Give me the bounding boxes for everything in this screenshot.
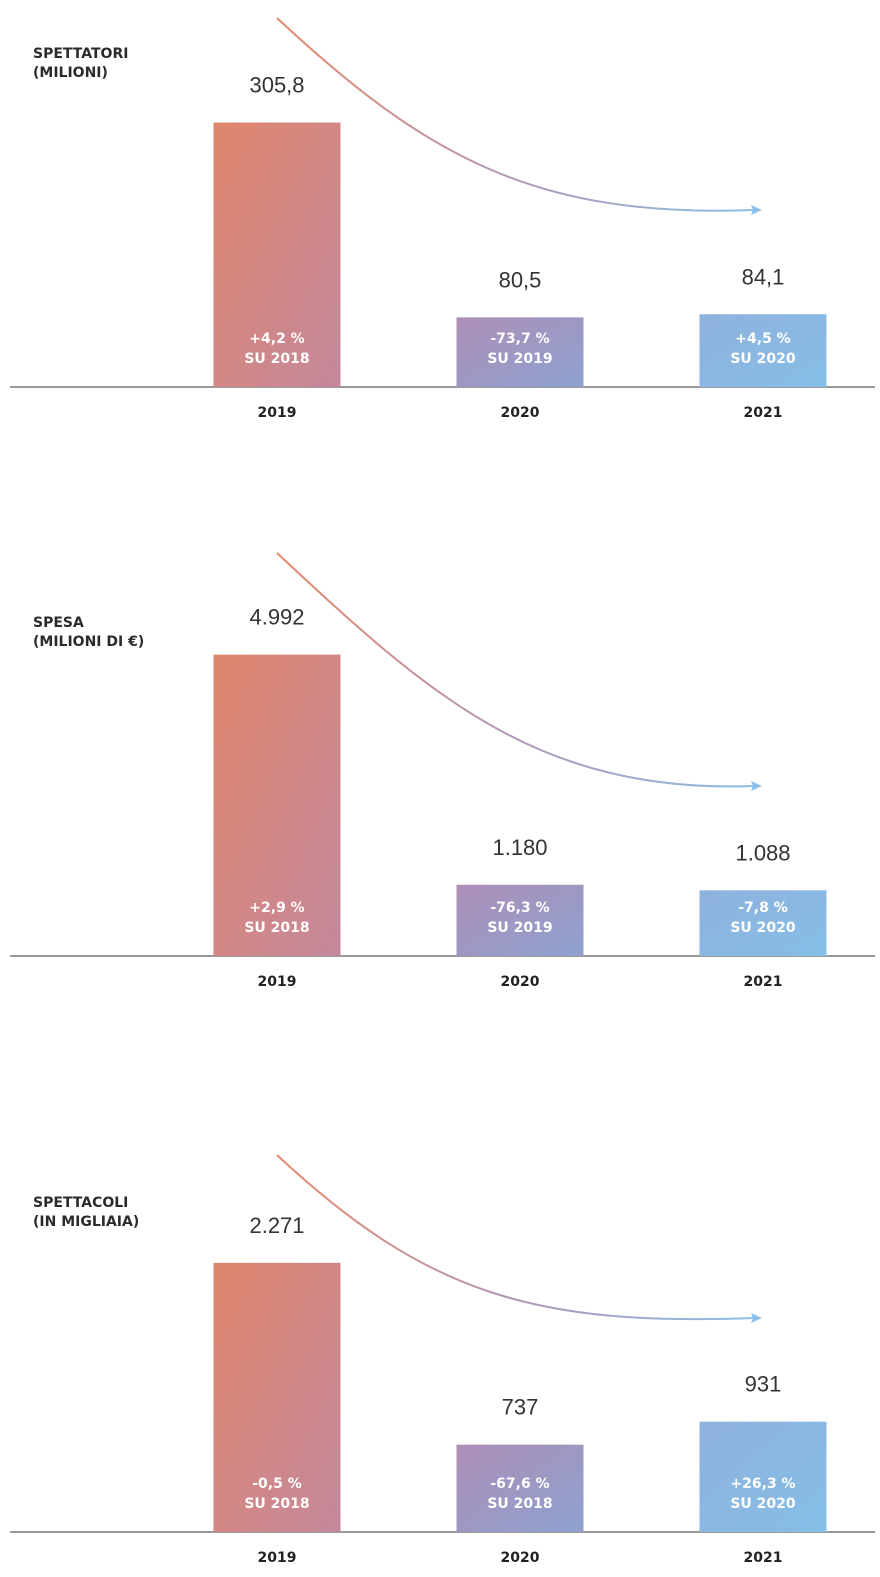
- change-label: +26,3 %: [730, 1476, 795, 1492]
- base-label: SU 2020: [730, 351, 796, 367]
- value-label: 80,5: [499, 267, 542, 292]
- base-label: SU 2018: [244, 920, 309, 936]
- x-tick-label: 2019: [258, 1550, 297, 1566]
- value-label: 84,1: [742, 264, 785, 289]
- change-label: -7,8 %: [738, 900, 788, 916]
- change-label: +4,5 %: [735, 331, 790, 347]
- value-label: 737: [502, 1395, 539, 1420]
- trend-arrow: [276, 552, 755, 788]
- value-label: 1.088: [735, 840, 790, 865]
- base-label: SU 2018: [487, 1496, 552, 1512]
- arrow-head: [751, 1313, 762, 1323]
- bar: [699, 1421, 827, 1532]
- base-label: SU 2020: [730, 1496, 796, 1512]
- base-label: SU 2018: [244, 1496, 309, 1512]
- x-tick-label: 2021: [744, 1550, 783, 1566]
- bar: [456, 1444, 584, 1532]
- bar: [213, 1262, 341, 1532]
- x-tick-label: 2020: [501, 974, 540, 990]
- bar: [699, 890, 827, 956]
- chart-title: SPETTATORI: [33, 46, 128, 62]
- x-tick-label: 2021: [744, 405, 783, 421]
- value-label: 4.992: [249, 605, 304, 630]
- value-label: 305,8: [249, 73, 304, 98]
- value-label: 2.271: [249, 1213, 304, 1238]
- x-tick-label: 2021: [744, 974, 783, 990]
- chart-title: (IN MIGLIAIA): [33, 1214, 139, 1230]
- bar: [213, 122, 341, 387]
- chart-title: SPETTACOLI: [33, 1195, 128, 1211]
- chart-title: (MILIONI DI €): [33, 634, 144, 650]
- x-tick-label: 2019: [258, 974, 297, 990]
- base-label: SU 2019: [487, 351, 552, 367]
- bar: [456, 884, 584, 956]
- base-label: SU 2018: [244, 351, 309, 367]
- value-label: 1.180: [492, 835, 547, 860]
- base-label: SU 2019: [487, 920, 552, 936]
- change-label: -67,6 %: [490, 1476, 549, 1492]
- bar: [213, 654, 341, 956]
- change-label: -0,5 %: [252, 1476, 302, 1492]
- x-tick-label: 2020: [501, 1550, 540, 1566]
- bar: [699, 314, 827, 387]
- trend-arrow: [276, 17, 755, 212]
- bar: [456, 317, 584, 387]
- value-label: 931: [745, 1372, 782, 1397]
- change-label: -73,7 %: [490, 331, 549, 347]
- change-label: +4,2 %: [249, 331, 304, 347]
- chart-title: (MILIONI): [33, 65, 108, 81]
- chart-title: SPESA: [33, 615, 84, 631]
- x-tick-label: 2019: [258, 405, 297, 421]
- arrow-head: [751, 205, 762, 215]
- change-label: -76,3 %: [490, 900, 549, 916]
- base-label: SU 2020: [730, 920, 796, 936]
- x-tick-label: 2020: [501, 405, 540, 421]
- arrow-head: [751, 781, 762, 791]
- trend-arrow: [276, 1154, 755, 1321]
- change-label: +2,9 %: [249, 900, 304, 916]
